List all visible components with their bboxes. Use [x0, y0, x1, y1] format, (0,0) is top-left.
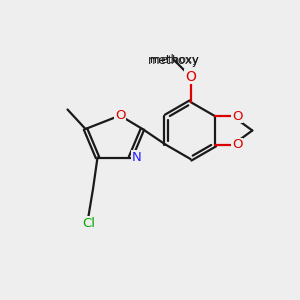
Text: O: O — [232, 138, 243, 151]
Text: O: O — [115, 109, 125, 122]
Text: O: O — [232, 110, 243, 123]
Text: N: N — [132, 151, 141, 164]
Text: Cl: Cl — [82, 217, 95, 230]
Text: O: O — [185, 70, 196, 83]
Text: methoxy: methoxy — [150, 55, 198, 65]
Text: O: O — [185, 70, 196, 83]
Text: methoxy: methoxy — [148, 53, 200, 67]
